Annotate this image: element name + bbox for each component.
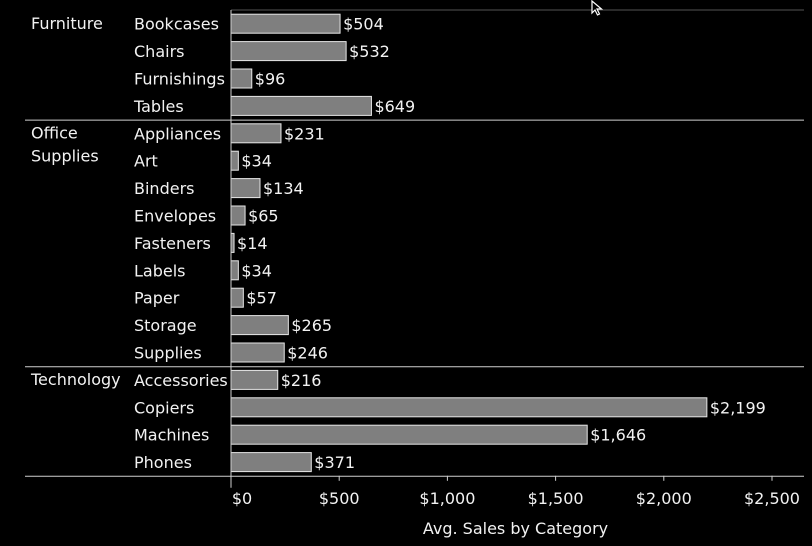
category-label: Envelopes [134, 207, 216, 226]
bar [230, 369, 279, 390]
bar [230, 287, 244, 308]
x-tick-label: $500 [319, 489, 360, 508]
data-label: $246 [287, 344, 328, 363]
category-label: Bookcases [134, 15, 219, 34]
bar [230, 260, 239, 281]
data-label: $371 [314, 453, 355, 472]
category-label: Machines [134, 426, 209, 445]
group-label: Furniture [31, 14, 103, 33]
bar [230, 315, 289, 336]
category-label: Accessories [134, 371, 228, 390]
group-label: Technology [30, 370, 121, 389]
category-label: Supplies [134, 344, 202, 363]
bar [230, 95, 372, 116]
category-label: Appliances [134, 124, 221, 143]
x-tick-label: $1,500 [528, 489, 584, 508]
category-label: Phones [134, 453, 192, 472]
category-label: Labels [134, 261, 186, 280]
data-label: $57 [246, 289, 277, 308]
data-label: $34 [241, 152, 272, 171]
x-axis-title: Avg. Sales by Category [423, 519, 608, 538]
bar [230, 424, 588, 445]
data-label: $65 [248, 207, 279, 226]
mouse-pointer-icon [591, 0, 604, 16]
data-label: $134 [263, 179, 304, 198]
data-label: $2,199 [710, 398, 766, 417]
category-label: Art [134, 152, 158, 171]
x-tick-label: $2,000 [636, 489, 692, 508]
bar [230, 205, 246, 226]
category-label: Storage [134, 316, 197, 335]
category-label: Chairs [134, 42, 184, 61]
data-label: $1,646 [590, 426, 646, 445]
category-label: Fasteners [134, 234, 211, 253]
bar [230, 41, 347, 62]
x-tick-label: $0 [232, 489, 252, 508]
category-label: Paper [134, 289, 180, 308]
bar [230, 342, 285, 363]
x-tick-label: $1,000 [419, 489, 475, 508]
bar [230, 178, 261, 199]
data-label: $504 [343, 15, 384, 34]
bar [230, 150, 239, 171]
bar [230, 13, 341, 34]
bar [230, 123, 282, 144]
bar [230, 452, 312, 473]
bar [230, 397, 708, 418]
data-label: $216 [281, 371, 322, 390]
data-label: $96 [255, 70, 286, 89]
category-label: Binders [134, 179, 194, 198]
category-label: Copiers [134, 398, 194, 417]
data-label: $265 [291, 316, 332, 335]
group-label: Office Supplies [31, 124, 99, 166]
data-label: $532 [349, 42, 390, 61]
data-label: $34 [241, 261, 272, 280]
category-label: Tables [133, 97, 184, 116]
data-label: $649 [374, 97, 415, 116]
bar [230, 68, 253, 89]
data-label: $231 [284, 124, 325, 143]
category-label: Furnishings [134, 70, 225, 89]
x-tick-label: $2,500 [744, 489, 800, 508]
data-label: $14 [237, 234, 268, 253]
